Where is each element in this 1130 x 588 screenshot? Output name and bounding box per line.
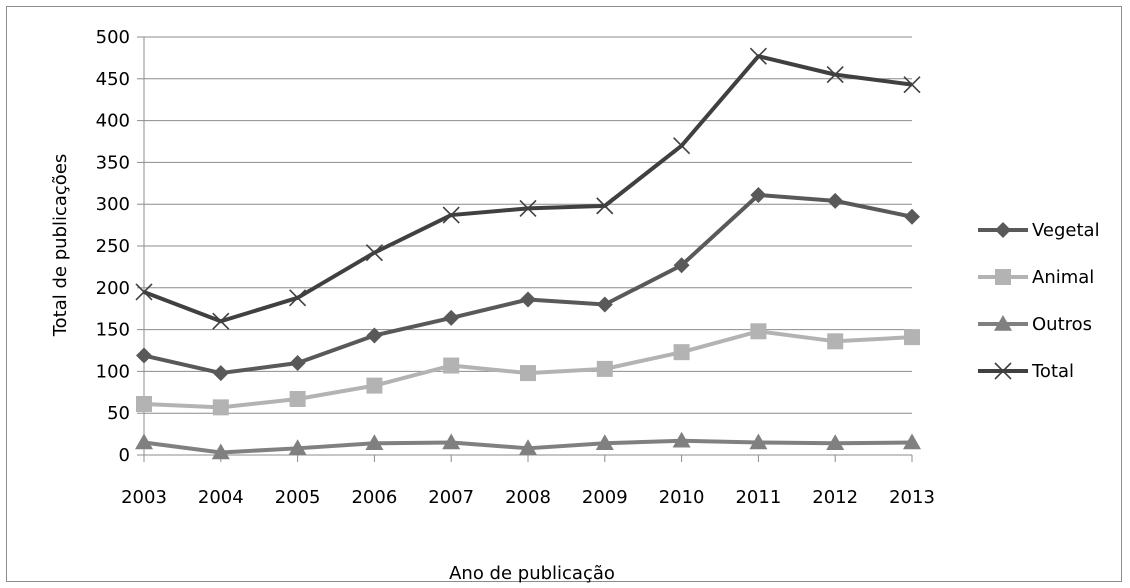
x-axis-title: Ano de publicação	[449, 563, 615, 584]
x-tick-label: 2013	[889, 487, 935, 508]
data-point-total	[596, 197, 614, 215]
legend-marker-total	[994, 362, 1012, 380]
y-tick-labels: 0 50 100 150 200 250 300 350 400 450 500	[96, 27, 130, 466]
data-point-vegetal	[443, 309, 460, 326]
data-point-animal	[904, 329, 920, 346]
legend-label-outros: Outros	[1032, 314, 1092, 335]
data-point-vegetal	[596, 296, 613, 313]
data-point-outros	[903, 433, 921, 450]
data-point-animal	[443, 357, 460, 374]
data-point-vegetal	[750, 187, 767, 204]
series-line-total	[143, 54, 913, 324]
data-point-total	[442, 206, 460, 224]
data-point-vegetal	[366, 327, 383, 344]
data-point-vegetal	[289, 355, 306, 372]
data-point-animal	[136, 396, 152, 413]
data-point-animal	[750, 323, 767, 340]
series-outros	[135, 431, 921, 460]
y-tick-label: 250	[96, 236, 130, 257]
series-vegetal	[136, 187, 920, 382]
y-tick-label: 400	[96, 111, 130, 132]
x-tick-label: 2004	[198, 487, 244, 508]
data-point-vegetal	[827, 192, 844, 209]
x-tick-label: 2009	[582, 487, 628, 508]
legend-item-vegetal: Vegetal	[978, 220, 1100, 241]
data-point-animal	[212, 399, 229, 416]
y-tick-label: 350	[96, 152, 130, 173]
series-line-vegetal	[143, 193, 913, 376]
x-tick-label: 2008	[505, 487, 551, 508]
chart-frame	[6, 6, 1122, 582]
data-point-vegetal	[520, 291, 536, 308]
data-point-total	[289, 289, 307, 307]
y-tick-label: 0	[119, 445, 130, 466]
data-point-animal	[366, 377, 383, 394]
x-tick-labels: 2003 2004 2005 2006 2007 2008 2009 2010 2011 2012…	[121, 487, 935, 508]
legend-label-vegetal: Vegetal	[1032, 220, 1100, 241]
data-point-vegetal	[136, 347, 152, 364]
data-point-animal	[289, 390, 306, 407]
gridlines	[137, 36, 913, 462]
x-tick-label: 2003	[121, 487, 167, 508]
series-total	[135, 47, 921, 330]
y-tick-label: 50	[107, 403, 130, 424]
x-tick-label: 2005	[275, 487, 321, 508]
x-tick-label: 2007	[428, 487, 474, 508]
legend-marker-outros	[994, 315, 1012, 331]
x-tick-label: 2012	[812, 487, 858, 508]
data-point-outros	[749, 433, 768, 450]
y-tick-label: 200	[96, 278, 130, 299]
data-point-outros	[288, 439, 307, 456]
data-point-total	[673, 137, 691, 155]
y-axis-title: Total de publicações	[50, 154, 71, 338]
legend: Vegetal Animal Outros Total	[978, 220, 1100, 382]
data-point-total	[826, 66, 844, 84]
data-point-vegetal	[212, 365, 229, 382]
legend-item-outros: Outros	[978, 314, 1092, 335]
data-point-outros	[442, 433, 461, 450]
y-tick-label: 150	[96, 320, 130, 341]
legend-label-animal: Animal	[1032, 267, 1094, 288]
data-point-total	[749, 47, 767, 65]
data-point-outros	[135, 433, 153, 450]
legend-marker-animal	[995, 269, 1011, 285]
y-tick-label: 300	[96, 194, 130, 215]
x-tick-label: 2011	[735, 487, 781, 508]
data-point-outros	[595, 434, 614, 451]
data-point-total	[212, 312, 230, 330]
data-point-total	[519, 199, 537, 217]
data-point-animal	[596, 360, 613, 377]
data-point-animal	[673, 344, 690, 361]
y-tick-label: 450	[96, 69, 130, 90]
data-point-total	[903, 76, 921, 94]
data-point-outros	[211, 443, 230, 460]
legend-label-total: Total	[1031, 361, 1074, 382]
y-tick-label: 100	[96, 361, 130, 382]
data-point-outros	[826, 434, 845, 451]
data-point-animal	[520, 365, 536, 382]
data-point-animal	[827, 333, 844, 350]
series-group	[135, 47, 921, 460]
legend-item-total: Total	[978, 361, 1074, 382]
y-tick-label: 500	[96, 27, 130, 48]
data-point-outros	[519, 439, 537, 456]
data-point-outros	[365, 434, 384, 451]
data-point-vegetal	[904, 208, 920, 225]
data-point-vegetal	[673, 257, 690, 274]
data-point-total	[135, 283, 153, 301]
legend-item-animal: Animal	[978, 267, 1094, 288]
x-tick-label: 2010	[659, 487, 705, 508]
series-animal	[136, 323, 920, 416]
legend-marker-vegetal	[995, 222, 1011, 238]
data-point-total	[365, 244, 383, 262]
x-tick-label: 2006	[351, 487, 397, 508]
data-point-outros	[672, 431, 691, 448]
